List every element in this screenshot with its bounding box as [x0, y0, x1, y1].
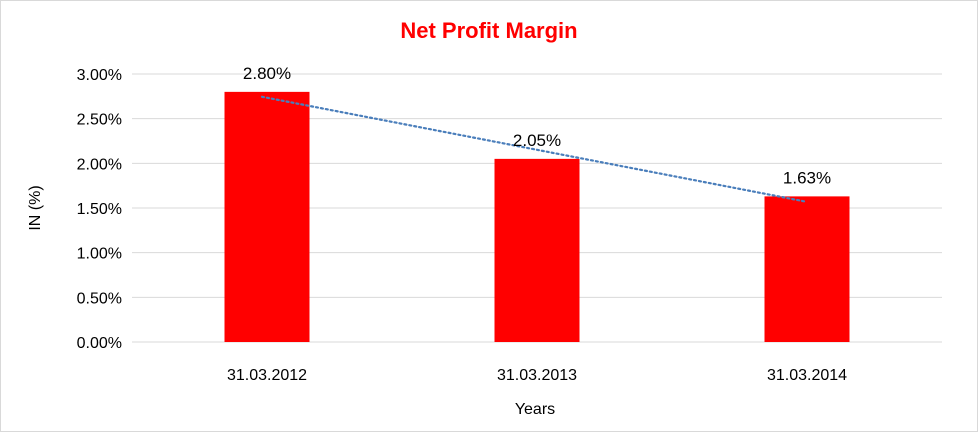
y-tick-label: 1.50%: [77, 201, 122, 218]
x-tick-label: 31.03.2013: [497, 367, 577, 384]
x-tick-label: 31.03.2012: [227, 367, 307, 384]
y-tick-label: 2.00%: [77, 156, 122, 173]
chart-title: Net Profit Margin: [400, 18, 577, 43]
y-axis-title: IN (%): [27, 185, 44, 230]
trendline: [260, 95, 806, 203]
y-axis-ticks: 0.00% 0.50% 1.00% 1.50% 2.00% 2.50% 3.00%: [77, 67, 122, 352]
bar: [224, 91, 310, 342]
x-axis-title: Years: [515, 401, 555, 418]
y-tick-label: 3.00%: [77, 67, 122, 84]
x-tick-label: 31.03.2014: [767, 367, 847, 384]
bar: [764, 196, 850, 342]
data-label: 2.80%: [243, 64, 291, 83]
y-tick-label: 0.50%: [77, 290, 122, 307]
bars: [224, 91, 850, 342]
data-label: 1.63%: [783, 168, 831, 187]
y-tick-label: 1.00%: [77, 246, 122, 263]
y-tick-label: 2.50%: [77, 112, 122, 129]
trendline-path: [260, 95, 806, 203]
y-tick-label: 0.00%: [77, 335, 122, 352]
data-labels: 2.80% 2.05% 1.63%: [243, 64, 831, 188]
bar: [494, 158, 580, 342]
data-label: 2.05%: [513, 131, 561, 150]
x-axis-ticks: 31.03.2012 31.03.2013 31.03.2014: [227, 367, 847, 384]
